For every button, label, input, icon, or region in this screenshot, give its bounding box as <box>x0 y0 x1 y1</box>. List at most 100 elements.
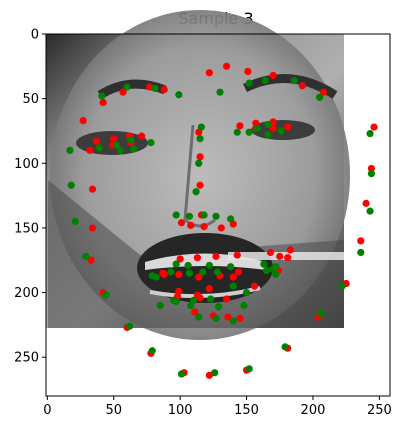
data-point <box>177 370 186 378</box>
data-point <box>284 123 292 131</box>
data-point <box>191 308 199 316</box>
series-1 <box>66 76 376 378</box>
data-point <box>184 261 192 270</box>
scatter-points <box>66 62 378 379</box>
data-point <box>250 282 259 290</box>
data-point <box>177 219 186 227</box>
data-point <box>236 122 244 130</box>
data-point <box>223 62 231 70</box>
data-point <box>260 260 268 268</box>
data-point <box>126 322 134 330</box>
data-point <box>217 224 225 232</box>
data-point <box>212 252 220 260</box>
data-point <box>215 303 223 311</box>
data-point <box>119 88 127 96</box>
data-point <box>127 136 135 144</box>
data-point <box>88 185 97 193</box>
x-tick-label: 0 <box>43 403 51 418</box>
data-point <box>176 255 184 263</box>
data-point <box>357 237 365 245</box>
data-point <box>195 273 203 281</box>
data-point <box>233 251 241 259</box>
data-point <box>212 314 220 323</box>
data-point <box>338 282 346 290</box>
y-tick-label: 100 <box>14 157 39 172</box>
data-point <box>147 139 155 147</box>
axes-frame <box>45 33 391 397</box>
data-point <box>205 285 213 293</box>
data-point <box>242 288 251 297</box>
data-point <box>229 273 237 281</box>
data-point <box>67 181 75 189</box>
data-point <box>224 313 232 321</box>
data-point <box>123 83 131 91</box>
data-point <box>197 123 205 131</box>
data-point <box>367 170 376 178</box>
data-point <box>110 135 118 143</box>
data-point <box>367 164 376 173</box>
data-point <box>196 153 204 161</box>
data-point <box>175 91 183 99</box>
data-point <box>357 248 365 257</box>
data-point <box>245 79 253 87</box>
data-point <box>266 248 275 257</box>
y-tick-label: 50 <box>22 92 39 107</box>
data-point <box>200 223 208 231</box>
data-point <box>269 124 277 132</box>
data-point <box>262 266 271 275</box>
data-point <box>227 215 235 223</box>
data-point <box>195 159 203 167</box>
y-tick-label: 200 <box>14 286 39 301</box>
y-tick-label: 150 <box>14 221 39 236</box>
data-point <box>82 252 90 260</box>
data-point <box>264 120 272 129</box>
data-point <box>86 146 94 154</box>
data-point <box>156 301 164 310</box>
data-point <box>240 301 248 310</box>
data-point <box>317 309 325 317</box>
data-point <box>79 117 87 125</box>
y-tick-label: 0 <box>31 28 39 43</box>
data-point <box>213 268 221 276</box>
data-point <box>138 132 146 140</box>
data-point <box>95 144 103 152</box>
data-point <box>370 123 378 131</box>
data-point <box>245 365 253 373</box>
data-point <box>199 268 207 276</box>
data-point <box>269 71 277 79</box>
data-point <box>236 314 244 323</box>
data-point <box>264 131 272 139</box>
data-point <box>281 343 289 351</box>
data-point <box>185 269 194 277</box>
data-point <box>319 88 328 96</box>
data-point <box>366 207 374 215</box>
data-point <box>229 317 237 325</box>
data-point <box>227 263 235 271</box>
data-point <box>277 127 285 135</box>
data-point <box>290 76 298 85</box>
data-point <box>130 145 138 153</box>
data-point <box>66 146 74 154</box>
data-point <box>71 217 79 226</box>
data-point <box>200 211 208 219</box>
data-point <box>193 254 202 262</box>
data-point <box>172 298 180 306</box>
data-point <box>116 146 124 154</box>
x-tick-label: 200 <box>301 403 326 418</box>
data-point <box>216 88 224 96</box>
data-point <box>151 84 159 92</box>
x-axis-ticks: 0 50 100 150 200 250 <box>43 396 392 418</box>
data-point <box>253 124 261 132</box>
data-point <box>362 199 370 207</box>
data-point <box>234 268 243 276</box>
data-point <box>160 85 168 94</box>
data-point <box>98 92 106 100</box>
data-point <box>172 260 180 268</box>
data-point <box>189 296 198 304</box>
data-point <box>316 93 324 101</box>
data-point <box>205 69 213 77</box>
data-point <box>233 128 241 136</box>
data-point <box>112 141 120 149</box>
x-tick-label: 100 <box>168 403 193 418</box>
